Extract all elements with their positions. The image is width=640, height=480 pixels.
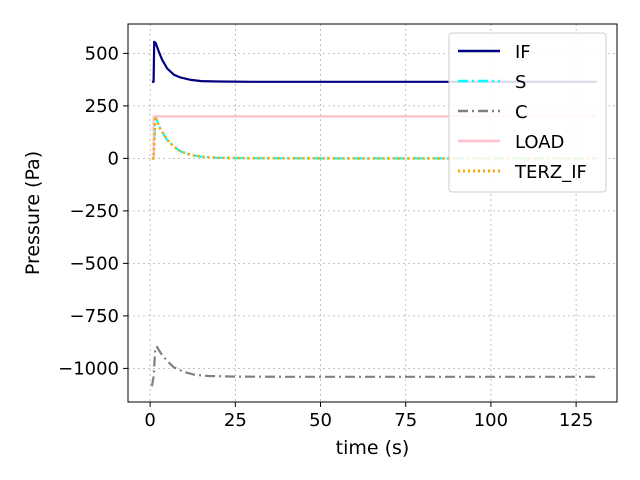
- x-tick-label: 25: [224, 410, 247, 431]
- legend-label: S: [515, 72, 526, 93]
- y-tick-label: −750: [70, 306, 119, 327]
- x-tick-label: 125: [559, 410, 593, 431]
- x-tick-label: 50: [309, 410, 332, 431]
- series-line-if: [151, 40, 597, 83]
- plot-frame: [127, 23, 618, 403]
- legend: IF SC LOAD TERZ_IF: [448, 32, 607, 193]
- x-tick-label: 100: [474, 410, 508, 431]
- series-line-c: [150, 345, 597, 387]
- y-tick-label: −1000: [58, 358, 119, 379]
- legend-label: TERZ_IF: [514, 162, 587, 183]
- x-axis: 0 25 50 75 100 125: [144, 402, 593, 431]
- y-axis: 500 250 0 −250 −500 −750 −1000: [58, 43, 128, 379]
- y-tick-label: 250: [85, 96, 119, 117]
- y-axis-label: Pressure (Pa): [22, 151, 44, 275]
- x-axis-label: time (s): [336, 437, 410, 459]
- legend-label: C: [515, 102, 528, 123]
- plot-area: [150, 40, 597, 387]
- legend-label: LOAD: [515, 132, 564, 153]
- legend-box: [448, 32, 607, 193]
- y-tick-label: −250: [70, 201, 119, 222]
- grid: [128, 24, 617, 402]
- x-tick-label: 0: [144, 410, 155, 431]
- y-tick-label: −500: [70, 253, 119, 274]
- legend-label: IF: [515, 42, 531, 63]
- x-tick-label: 75: [394, 410, 417, 431]
- y-tick-label: 500: [85, 43, 119, 64]
- y-tick-label: 0: [108, 148, 119, 169]
